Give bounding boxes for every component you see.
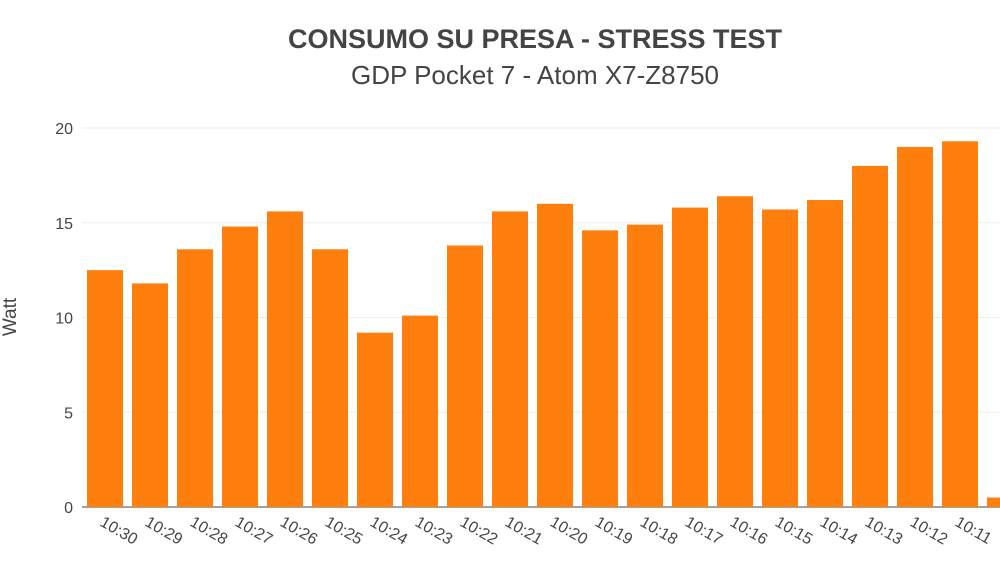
x-tick-label: 10:12 xyxy=(907,514,950,549)
y-tick-label: 5 xyxy=(64,405,73,422)
bar xyxy=(267,211,303,507)
bar xyxy=(852,165,888,507)
x-tick-label: 10:25 xyxy=(322,514,365,549)
y-tick-label: 0 xyxy=(64,500,73,517)
bar xyxy=(672,207,708,507)
x-tick-label: 10:20 xyxy=(547,514,590,549)
bar xyxy=(942,141,978,507)
x-tick-label: 10:18 xyxy=(637,514,680,549)
bar xyxy=(492,211,528,507)
y-tick-label: 10 xyxy=(55,311,73,328)
bar xyxy=(402,315,438,507)
bar xyxy=(897,146,933,507)
y-tick-label: 20 xyxy=(55,121,73,138)
bar xyxy=(987,497,1000,507)
x-axis-ticks: 10:30 10:29 10:28 10:27 10:26 10:25 10:24 10:23… xyxy=(97,514,994,549)
bar xyxy=(537,203,573,508)
bar xyxy=(717,196,753,507)
x-tick-label: 10:24 xyxy=(367,514,410,549)
bar xyxy=(87,270,123,507)
bars xyxy=(87,141,1000,508)
x-tick-label: 10:13 xyxy=(862,514,905,549)
y-axis-label: Watt xyxy=(0,297,21,336)
x-tick-label: 10:30 xyxy=(97,514,140,549)
x-tick-label: 10:11 xyxy=(952,514,994,548)
y-axis-ticks: 0 5 10 15 20 xyxy=(55,121,73,517)
bar xyxy=(177,249,213,507)
x-tick-label: 10:17 xyxy=(682,514,725,549)
bar xyxy=(222,226,258,508)
x-tick-label: 10:19 xyxy=(592,514,635,549)
bar xyxy=(132,283,168,507)
x-tick-label: 10:14 xyxy=(817,514,860,549)
chart-subtitle: GDP Pocket 7 - Atom X7-Z8750 xyxy=(351,60,719,90)
bar xyxy=(807,200,843,507)
x-tick-label: 10:15 xyxy=(772,514,815,549)
y-tick-label: 15 xyxy=(55,216,73,233)
x-tick-label: 10:21 xyxy=(502,514,545,549)
x-tick-label: 10:26 xyxy=(277,514,320,549)
bar xyxy=(447,245,483,508)
x-tick-label: 10:16 xyxy=(727,514,770,549)
x-tick-label: 10:29 xyxy=(142,514,185,549)
bar xyxy=(312,249,348,507)
x-tick-label: 10:23 xyxy=(412,514,455,549)
bar xyxy=(762,209,798,508)
bar xyxy=(582,230,618,507)
x-tick-label: 10:27 xyxy=(232,514,275,549)
x-tick-label: 10:28 xyxy=(187,514,230,549)
chart-title: CONSUMO SU PRESA - STRESS TEST xyxy=(288,24,783,54)
bar xyxy=(627,224,663,507)
x-tick-label: 10:22 xyxy=(457,514,500,549)
bar xyxy=(357,332,393,507)
